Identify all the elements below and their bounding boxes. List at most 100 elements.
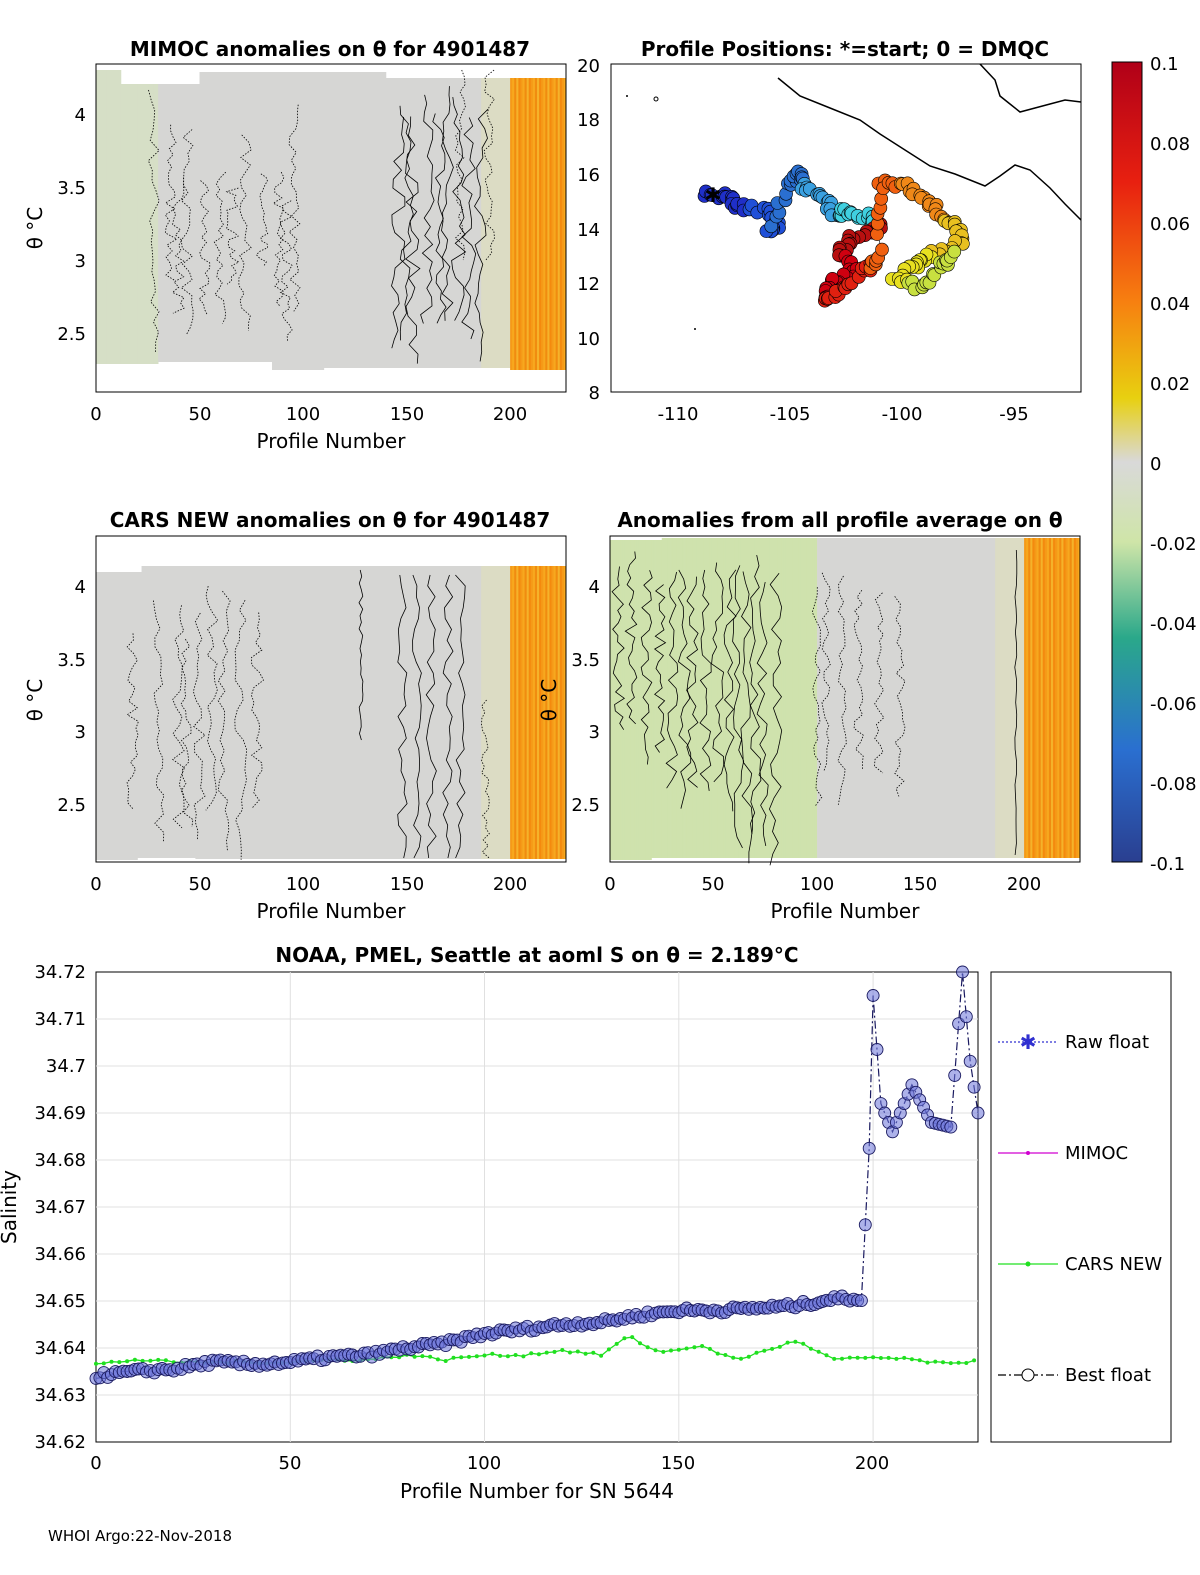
heatmap-cell (825, 538, 828, 858)
heatmap-cell (980, 538, 984, 858)
heatmap-cell (456, 566, 459, 859)
heatmap-cell (340, 72, 343, 368)
cb-tick-0.1: 0.1 (1150, 54, 1179, 75)
heatmap-cell (833, 538, 837, 858)
avg-ytick-3: 3 (589, 722, 600, 743)
heatmap-cell (435, 78, 439, 368)
heatmap-cell (487, 566, 490, 859)
cars-new-point (855, 1355, 860, 1360)
cars-new-point (544, 1350, 549, 1355)
best-float-point (967, 1080, 981, 1094)
heatmap-cell (429, 78, 432, 368)
heatmap-cell (419, 78, 422, 368)
heatmap-cell (305, 72, 308, 370)
heatmap-cell (361, 72, 364, 368)
heatmap-cell (895, 538, 899, 858)
heatmap-cell (211, 72, 215, 362)
heatmap-cell (670, 538, 673, 858)
heatmap-cell (968, 538, 971, 858)
heatmap-cell (346, 72, 349, 368)
heatmap-cell (371, 566, 374, 859)
mimoc-axes-box (95, 63, 567, 393)
cars-new-point (614, 1341, 619, 1346)
heatmap-cell (705, 538, 708, 858)
heatmap-cell (734, 538, 737, 858)
sal-xtick-100: 100 (467, 1453, 501, 1474)
heatmap-cell (263, 72, 267, 362)
contour-line (451, 97, 467, 321)
heatmap-cell (906, 538, 909, 858)
heatmap-cell (522, 566, 525, 859)
cars-new-point (731, 1355, 736, 1360)
cars-new-point (536, 1352, 541, 1357)
cars-new-point (840, 1356, 844, 1361)
heatmap-cell (222, 72, 225, 362)
cars-new-point (956, 1360, 961, 1365)
heatmap-cell (974, 538, 977, 858)
heatmap-cell (497, 566, 501, 859)
heatmap-cell (458, 78, 461, 368)
positions-axes-box (610, 63, 1082, 393)
contour-line (756, 582, 769, 846)
heatmap-cell (106, 572, 109, 860)
heatmap-cell (493, 566, 496, 859)
sal-xtick-50: 50 (279, 1453, 302, 1474)
cars-new-point (816, 1349, 821, 1354)
cb-tick-m0.08: -0.08 (1150, 774, 1197, 795)
heatmap-cell (982, 538, 986, 858)
avg-contours (611, 549, 1018, 866)
heatmap-cell (997, 538, 1000, 858)
heatmap-cell (862, 538, 866, 858)
heatmap-cell (176, 84, 180, 362)
legend-cars-label: CARS NEW (1065, 1254, 1162, 1275)
cars-new-point (498, 1353, 503, 1358)
heatmap-cell (269, 72, 273, 362)
heatmap-cell (278, 566, 281, 859)
heatmap-cell (342, 72, 345, 368)
sal-xtick-150: 150 (661, 1453, 695, 1474)
heatmap-cell (661, 538, 665, 858)
heatmap-cell (298, 72, 302, 370)
heatmap-cell (672, 538, 675, 858)
contour-line (711, 562, 725, 783)
heatmap-cell (831, 538, 835, 858)
contour-line (611, 566, 626, 730)
contour-line (180, 638, 194, 827)
heatmap-cell (532, 566, 536, 859)
heatmap-cell (930, 538, 934, 858)
heatmap-cell (232, 566, 236, 859)
heatmap-cell (379, 566, 383, 859)
heatmap-cell (835, 538, 839, 858)
heatmap-cell (284, 566, 287, 859)
heatmap-cell (238, 566, 242, 859)
salinity-y-ticks: 34.72 34.71 34.7 34.69 34.68 34.67 34.66… (34, 962, 86, 1453)
cars-new-point (599, 1353, 604, 1358)
heatmap-cell (205, 72, 209, 362)
heatmap-cell (406, 566, 410, 859)
contour-line (255, 173, 269, 266)
heatmap-cell (127, 84, 130, 364)
heatmap-cell (628, 540, 632, 860)
legend-raw-label: Raw float (1065, 1032, 1149, 1053)
heatmap-cell (810, 538, 814, 858)
heatmap-cell (1019, 538, 1023, 858)
cars-heatmap (96, 566, 567, 860)
heatmap-cell (788, 538, 791, 858)
heatmap-cell (124, 572, 128, 860)
heatmap-cell (964, 538, 967, 858)
heatmap-cell (245, 566, 248, 859)
cars-new-point (505, 1354, 510, 1359)
heatmap-cell (537, 78, 540, 370)
salinity-grid (96, 972, 978, 1442)
heatmap-cell (199, 566, 202, 859)
heatmap-cell (162, 84, 165, 362)
heatmap-cell (156, 84, 159, 364)
heatmap-cell (485, 78, 488, 368)
heatmap-cell (986, 538, 990, 858)
heatmap-cell (893, 538, 897, 858)
heatmap-cell (398, 566, 401, 859)
heatmap-cell (694, 538, 698, 858)
heatmap-cell (234, 566, 238, 859)
heatmap-cell (883, 538, 886, 858)
heatmap-cell (545, 78, 548, 370)
